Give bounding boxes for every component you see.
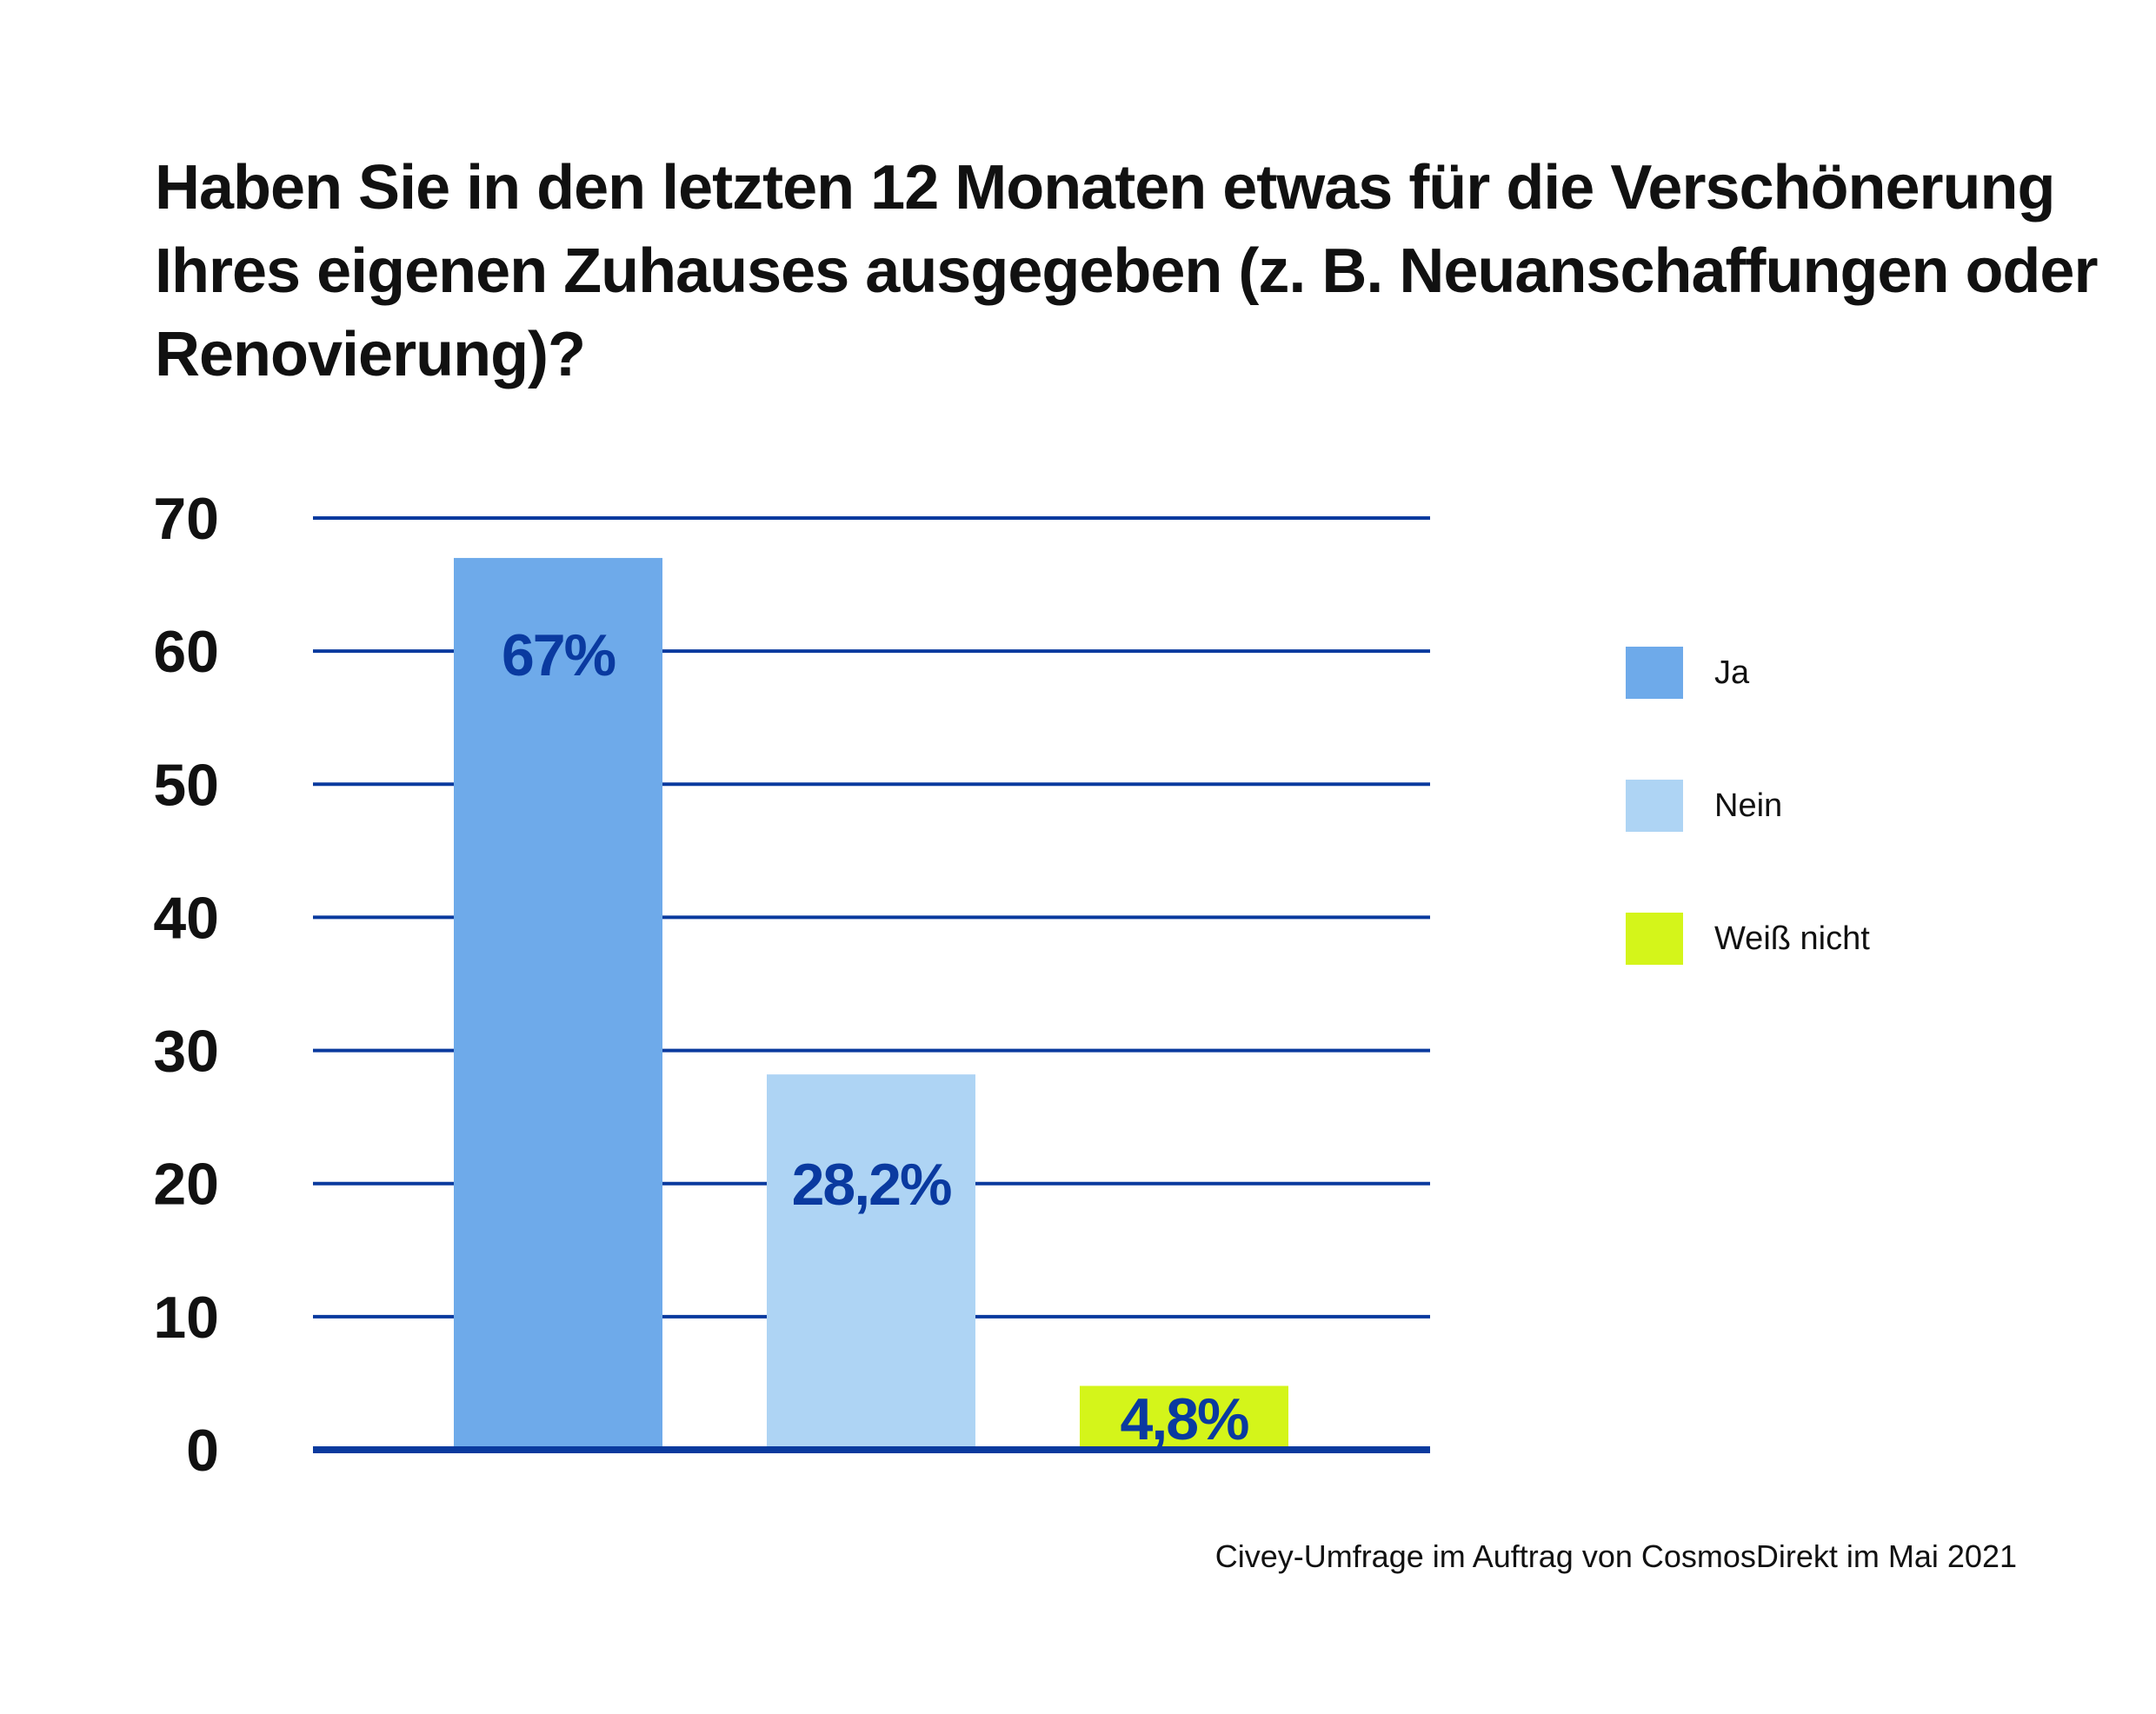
legend-item-weiss-nicht: Weiß nicht bbox=[1626, 913, 1870, 965]
legend-swatch-weiss-nicht bbox=[1626, 913, 1683, 965]
chart-legend: Ja Nein Weiß nicht bbox=[1626, 647, 1870, 1046]
chart-title-line-1: Haben Sie in den letzten 12 Monaten etwa… bbox=[155, 153, 2056, 223]
y-tick-label-20: 20 bbox=[153, 1152, 219, 1218]
data-label-nein: 28,2% bbox=[792, 1152, 951, 1218]
chart-title: Haben Sie in den letzten 12 Monaten etwa… bbox=[155, 146, 2098, 396]
chart-title-line-2: Ihres eigenen Zuhauses ausgegeben (z. B.… bbox=[155, 236, 2098, 306]
bar-nein bbox=[767, 1074, 975, 1450]
y-tick-label-40: 40 bbox=[153, 885, 219, 951]
y-tick-label-70: 70 bbox=[153, 486, 219, 552]
legend-label-weiss-nicht: Weiß nicht bbox=[1714, 920, 1870, 957]
legend-swatch-ja bbox=[1626, 647, 1683, 699]
bar-weiss-nicht bbox=[1080, 1385, 1288, 1450]
y-tick-label-30: 30 bbox=[153, 1019, 219, 1085]
data-labels: 67% 28,2% 4,8% bbox=[502, 622, 1250, 1452]
y-tick-label-10: 10 bbox=[153, 1285, 219, 1351]
y-tick-label-50: 50 bbox=[153, 752, 219, 818]
source-note: Civey-Umfrage im Auftrag von CosmosDirek… bbox=[1214, 1538, 2017, 1574]
bars bbox=[454, 557, 1288, 1450]
bar-ja bbox=[454, 557, 662, 1450]
legend-item-ja: Ja bbox=[1626, 647, 1870, 699]
legend-label-ja: Ja bbox=[1714, 654, 1750, 691]
legend-label-nein: Nein bbox=[1714, 787, 1783, 824]
data-label-ja: 67% bbox=[502, 622, 616, 688]
y-axis-ticks: 0 10 20 30 40 50 60 70 bbox=[153, 486, 219, 1484]
chart-title-line-3: Renovierung)? bbox=[155, 320, 586, 389]
legend-item-nein: Nein bbox=[1626, 780, 1870, 832]
data-label-weiss-nicht: 4,8% bbox=[1121, 1386, 1249, 1452]
y-tick-label-60: 60 bbox=[153, 619, 219, 685]
y-tick-label-0: 0 bbox=[186, 1418, 219, 1484]
legend-swatch-nein bbox=[1626, 780, 1683, 832]
